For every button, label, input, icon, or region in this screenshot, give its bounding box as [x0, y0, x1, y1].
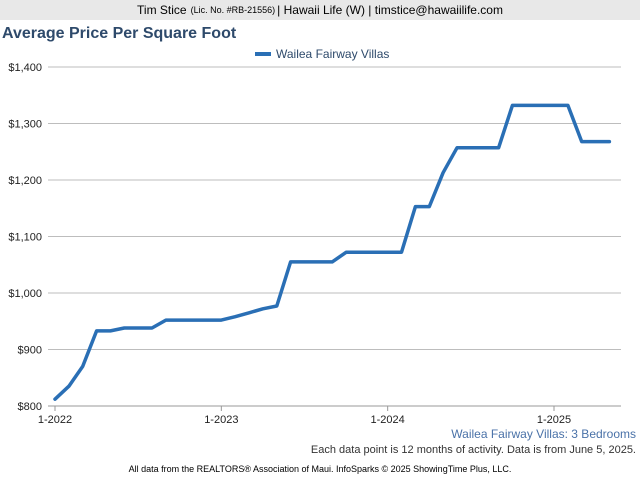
y-tick-label: $800: [18, 401, 42, 413]
y-tick-label: $1,100: [8, 232, 42, 244]
agent-name: Tim Stice: [137, 3, 187, 17]
x-tick-label: 1-2022: [38, 414, 72, 426]
license-number: (Lic. No. #RB-21556): [190, 5, 276, 15]
series-line: [53, 103, 612, 401]
header-bar: Tim Stice (Lic. No. #RB-21556) | Hawaii …: [0, 0, 640, 20]
y-tick-label: $1,300: [8, 119, 42, 131]
footer-credit: All data from the REALTORS® Association …: [128, 464, 512, 474]
series-subtitle: Wailea Fairway Villas: 3 Bedrooms: [451, 427, 636, 441]
y-tick-label: $900: [18, 345, 42, 357]
legend-label: Wailea Fairway Villas: [276, 47, 389, 61]
data-note: Each data point is 12 months of activity…: [310, 444, 636, 456]
agent-details: | Hawaii Life (W) | timstice@hawaiilife.…: [277, 3, 503, 17]
x-tick-label: 1-2023: [204, 414, 238, 426]
x-tick-label: 1-2025: [537, 414, 571, 426]
y-tick-label: $1,000: [8, 288, 42, 300]
x-tick-label: 1-2024: [371, 414, 405, 426]
y-tick-label: $1,400: [8, 62, 42, 74]
chart-title: Average Price Per Square Foot: [2, 25, 237, 42]
y-tick-label: $1,200: [8, 175, 42, 187]
